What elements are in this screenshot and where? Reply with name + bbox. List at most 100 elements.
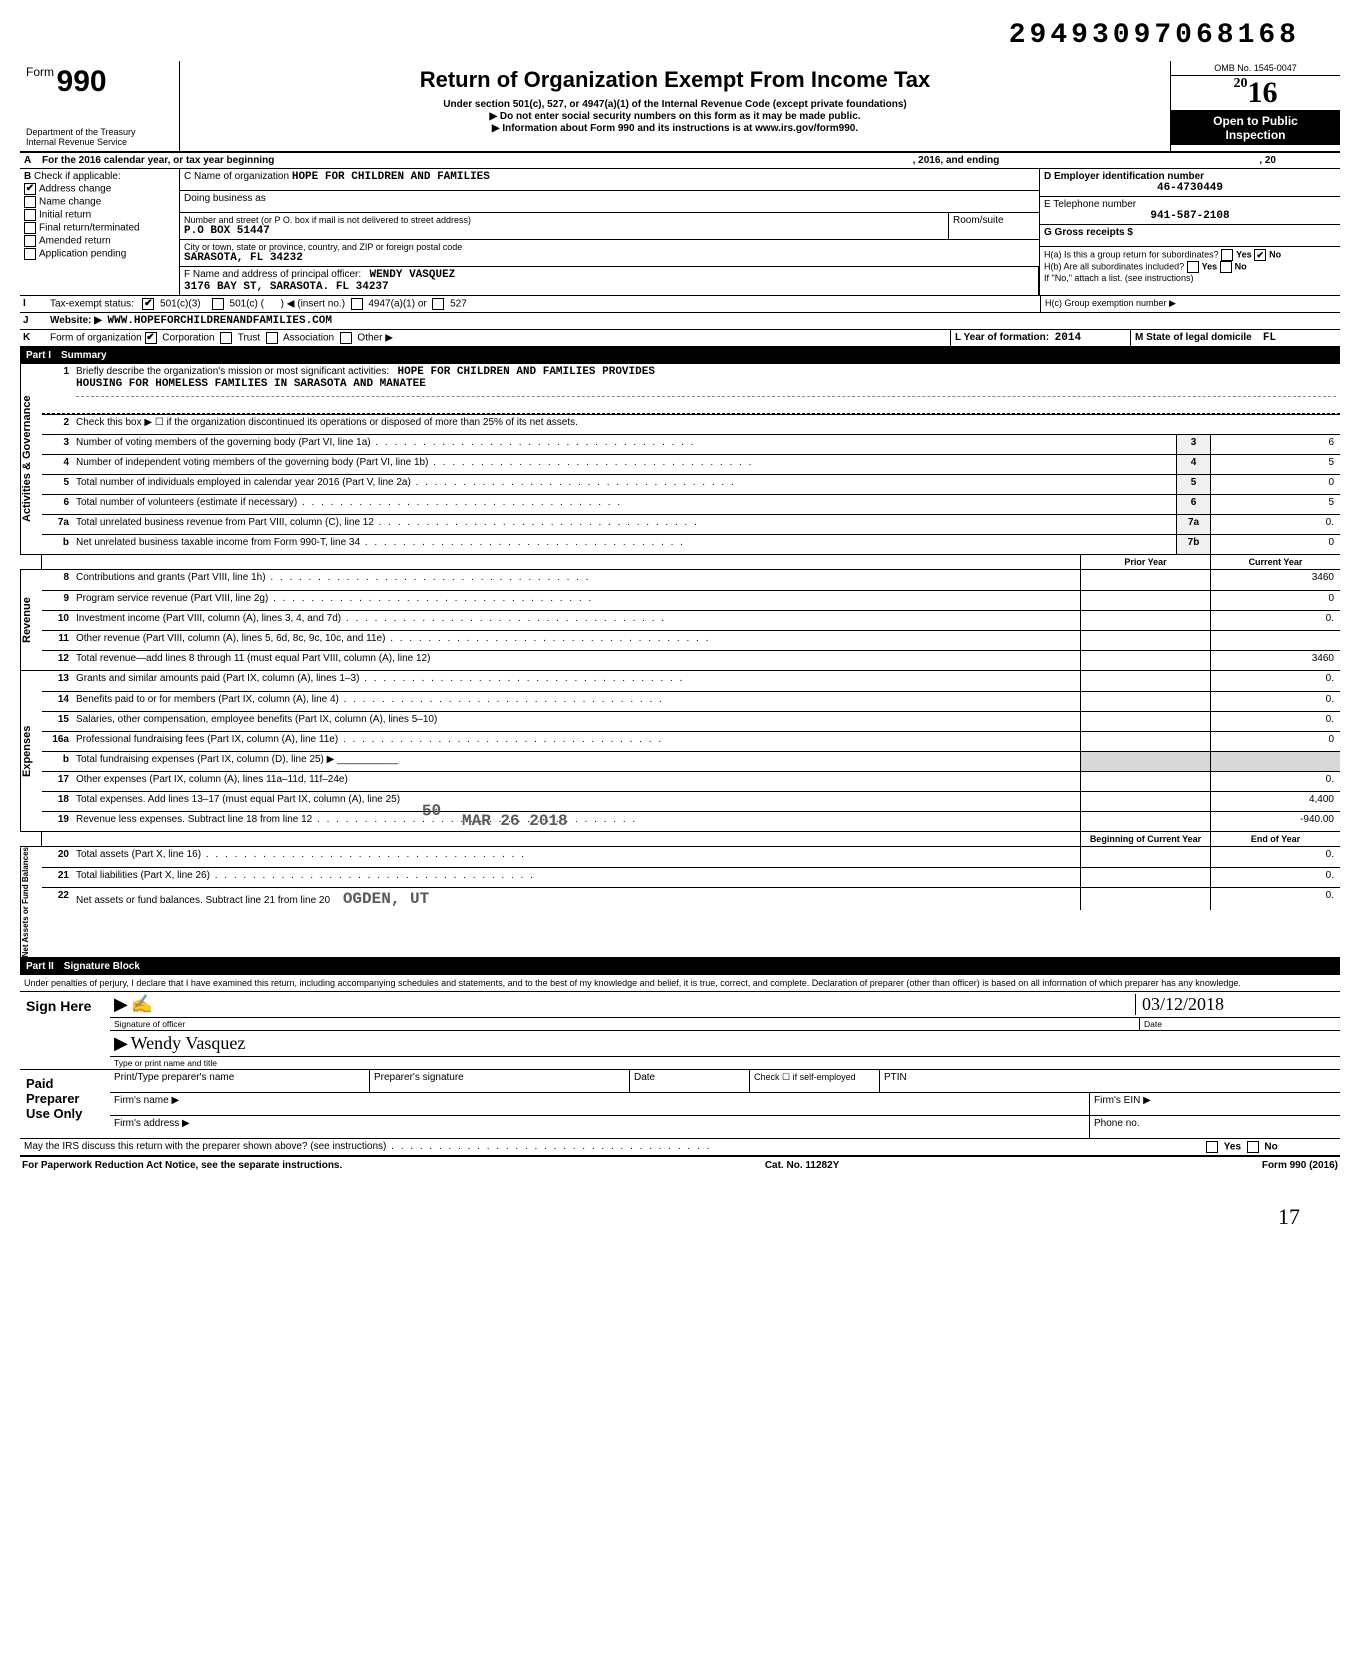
line6-text: Total number of volunteers (estimate if … [76,497,297,508]
check-4947[interactable] [351,298,363,310]
side-activities: Activities & Governance [20,364,42,554]
line16a-val: 0 [1210,732,1340,751]
row-j: J [20,313,46,329]
street-label: Number and street (or P O. box if mail i… [184,215,944,225]
open-public: Open to Public [1213,114,1298,128]
check-corp[interactable]: ✔ [145,332,157,344]
check-501c3[interactable]: ✔ [142,298,154,310]
line20-text: Total assets (Part X, line 16) [76,849,201,860]
org-name: HOPE FOR CHILDREN AND FAMILIES [292,171,490,183]
section-netassets: Net Assets or Fund Balances 20Total asse… [20,847,1340,958]
check-initial-label: Initial return [39,210,91,221]
line13-text: Grants and similar amounts paid (Part IX… [76,673,359,684]
line12-text: Total revenue—add lines 8 through 11 (mu… [76,653,430,664]
check-app[interactable] [24,248,36,260]
stamp-ogden: OGDEN, UT [343,890,429,908]
tax-status-label: Tax-exempt status: [50,299,134,310]
m-val: FL [1263,332,1276,344]
line15-val: 0. [1210,712,1340,731]
page-corner: 17 [20,1204,1340,1230]
hb-no[interactable] [1220,261,1232,273]
check-name[interactable] [24,196,36,208]
line4-text: Number of independent voting members of … [76,457,428,468]
officer-name: WENDY VASQUEZ [369,269,455,281]
part1-title: Summary [61,350,107,361]
line9-val: 0 [1210,591,1340,610]
form-title: Return of Organization Exempt From Incom… [188,67,1162,93]
sign-here-label: Sign Here [20,992,110,1069]
ha-yes[interactable] [1221,249,1233,261]
street: P.O BOX 51447 [184,225,270,237]
paid-preparer-block: Paid Preparer Use Only Print/Type prepar… [20,1070,1340,1139]
cat-no: Cat. No. 11282Y [765,1160,839,1171]
line16a-text: Professional fundraising fees (Part IX, … [76,734,338,745]
d-label: D Employer identification number [1044,171,1204,182]
501c3-label: 501(c)(3) [160,299,201,310]
row-i: I [20,296,46,312]
may-irs-text: May the IRS discuss this return with the… [24,1141,386,1152]
other-label: Other ▶ [357,333,392,344]
trust-label: Trust [238,333,260,344]
line11-text: Other revenue (Part VIII, column (A), li… [76,633,385,644]
check-assoc[interactable] [266,332,278,344]
line21-val: 0. [1210,868,1340,887]
f-label: F Name and address of principal officer: [184,269,361,280]
check-app-label: Application pending [39,249,126,260]
prep-sig-label: Preparer's signature [370,1070,630,1092]
may-irs-yes[interactable] [1206,1141,1218,1153]
501c-label: 501(c) ( [230,299,264,310]
phone-no-label: Phone no. [1090,1116,1340,1138]
line22-text: Net assets or fund balances. Subtract li… [76,895,330,906]
check-addr-label: Address change [39,184,111,195]
dept-treasury: Department of the Treasury [26,127,173,137]
check-other[interactable] [340,332,352,344]
end-year-hdr: End of Year [1210,832,1340,846]
form-footer: Form 990 (2016) [1262,1160,1338,1171]
part1-header: Part I Summary [20,347,1340,364]
row-a-text1: For the 2016 calendar year, or tax year … [42,155,274,166]
line7b-text: Net unrelated business taxable income fr… [76,537,360,548]
signature-scrawl: ✍ [131,994,153,1014]
check-initial[interactable] [24,209,36,221]
room-label: Room/suite [949,213,1039,239]
yes-label-3: Yes [1224,1142,1241,1153]
check-527[interactable] [432,298,444,310]
check-trust[interactable] [220,332,232,344]
hb-yes[interactable] [1187,261,1199,273]
prep-date-label: Date [630,1070,750,1092]
ha-no[interactable]: ✔ [1254,249,1266,261]
line14-text: Benefits paid to or for members (Part IX… [76,694,339,705]
prior-year-hdr: Prior Year [1080,555,1210,569]
hb-label: H(b) Are all subordinates included? [1044,261,1184,271]
check-addr[interactable]: ✔ [24,183,36,195]
sig-officer-cap: Signature of officer [110,1018,1140,1030]
check-501c[interactable] [212,298,224,310]
line3-val: 6 [1210,435,1340,454]
line10-text: Investment income (Part VIII, column (A)… [76,613,341,624]
date-cap: Date [1140,1018,1340,1030]
line18-text: Total expenses. Add lines 13–17 (must eq… [76,794,400,805]
firm-name-label: Firm's name ▶ [110,1093,1090,1115]
firm-addr-label: Firm's address ▶ [110,1116,1090,1138]
current-year-hdr: Current Year [1210,555,1340,569]
line17-val: 0. [1210,772,1340,791]
line19-text: Revenue less expenses. Subtract line 18 … [76,814,312,825]
check-if-applicable: Check if applicable: [34,171,121,182]
section-expenses: Expenses 13Grants and similar amounts pa… [20,671,1340,832]
line18-val: 4,400 [1210,792,1340,811]
subtitle-2: ▶ Do not enter social security numbers o… [188,111,1162,122]
row-a: A For the 2016 calendar year, or tax yea… [20,153,1340,169]
may-irs-no[interactable] [1247,1141,1259,1153]
prep-name-label: Print/Type preparer's name [110,1070,370,1092]
m-label: M State of legal domicile [1135,332,1252,343]
section-activities: Activities & Governance 1 Briefly descri… [20,364,1340,555]
assoc-label: Association [283,333,334,344]
corp-label: Corporation [162,333,214,344]
dba-label: Doing business as [184,193,266,204]
irs-label: Internal Revenue Service [26,137,173,147]
yes-label-2: Yes [1202,261,1218,271]
check-final[interactable] [24,222,36,234]
name-written: Wendy Vasquez [131,1033,246,1053]
check-amend[interactable] [24,235,36,247]
line5-val: 0 [1210,475,1340,494]
